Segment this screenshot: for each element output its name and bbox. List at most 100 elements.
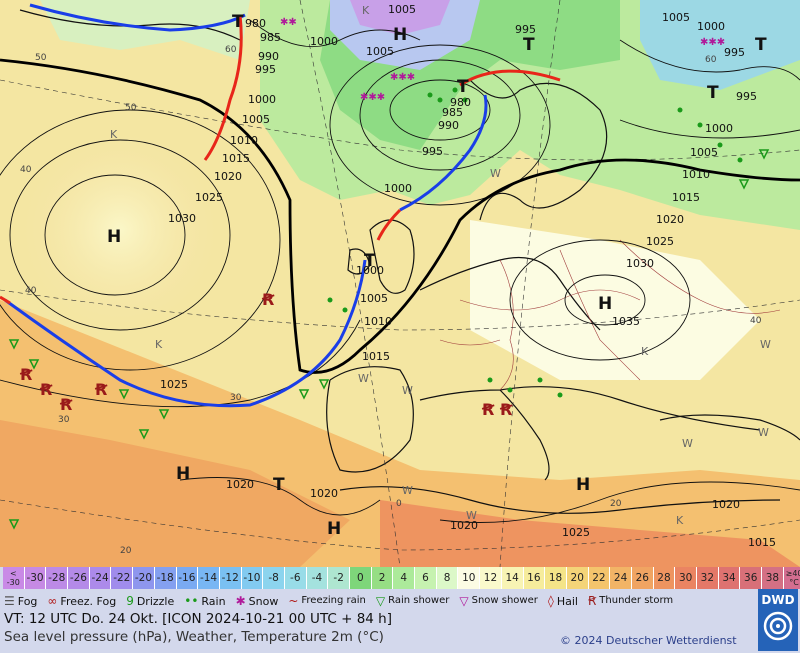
legend-item: ☰ Fog bbox=[4, 594, 37, 608]
scale-cell: 20 bbox=[566, 567, 589, 589]
coast-scandinavia bbox=[469, 79, 608, 221]
legend-label: Rain shower bbox=[388, 595, 450, 606]
isobars-main bbox=[0, 58, 800, 374]
temp-label: 50 bbox=[35, 53, 47, 63]
isobars bbox=[0, 19, 800, 523]
coast-italy bbox=[499, 389, 550, 481]
air-mass-markers: K K K K K W W W W W W W W bbox=[110, 4, 771, 527]
coast-med-north bbox=[419, 386, 761, 431]
scale-cell: -30 bbox=[24, 567, 47, 589]
shower-symbol bbox=[28, 359, 40, 370]
warm-front-norway bbox=[459, 69, 561, 87]
legend-item: 9 Drizzle bbox=[126, 594, 174, 608]
coast-greenland bbox=[19, 9, 241, 41]
cold-front-north bbox=[29, 3, 246, 32]
isobar-high-2 bbox=[9, 139, 231, 331]
temp-label: 60 bbox=[705, 55, 717, 65]
legend-symbol-icon: ∞ bbox=[47, 594, 58, 608]
legend-symbol-icon: ☰ bbox=[4, 594, 15, 608]
legend-symbol-icon: ✱ bbox=[235, 594, 246, 608]
isobar-low-3 bbox=[329, 44, 551, 206]
scale-cell: < -30 bbox=[3, 567, 25, 589]
isobar-north-2 bbox=[619, 39, 800, 81]
temp-field-warm-high bbox=[10, 120, 230, 340]
thunderstorm-symbol: Ꞧ bbox=[94, 380, 108, 399]
rain-dot bbox=[507, 387, 513, 393]
temp-field-violet bbox=[350, 0, 450, 35]
thunder-symbols: Ꞧ Ꞧ Ꞧ Ꞧ Ꞧ Ꞧ Ꞧ bbox=[19, 290, 513, 419]
warm-front-uk bbox=[376, 208, 402, 241]
scale-cell: -18 bbox=[154, 567, 177, 589]
borders bbox=[439, 239, 781, 391]
isobar-label: 995 bbox=[724, 46, 745, 59]
isobar-label: 1010 bbox=[682, 168, 710, 181]
coast-turkey bbox=[659, 414, 800, 441]
synoptic-map: ✱✱ ✱✱✱ ✱✱✱ ✱✱✱ Ꞧ Ꞧ Ꞧ Ꞧ Ꞧ Ꞧ Ꞧ 60 50 40 40… bbox=[0, 0, 800, 567]
temp-field-warm-atlantic bbox=[0, 420, 350, 567]
isobar-label: 1015 bbox=[362, 350, 390, 363]
meridian-1 bbox=[0, 79, 800, 161]
warm-marker: W bbox=[358, 372, 369, 385]
legend-symbol-icon: ◊ bbox=[547, 594, 554, 608]
thunderstorm-symbol: Ꞧ bbox=[59, 395, 73, 414]
coast-europe-west bbox=[419, 256, 601, 331]
isobar-label: 1020 bbox=[450, 519, 478, 532]
scale-cell: 26 bbox=[631, 567, 654, 589]
thunderstorm-symbol: Ꞧ bbox=[19, 365, 33, 384]
isobar-label: 1015 bbox=[222, 152, 250, 165]
scale-cell: 28 bbox=[653, 567, 676, 589]
temp-label: 0 bbox=[396, 499, 402, 509]
cold-front-atlantic bbox=[4, 259, 367, 408]
temp-isoline-labels: 60 50 40 40 30 20 40 50 60 30 20 0 bbox=[20, 45, 762, 556]
scale-cell: -16 bbox=[176, 567, 199, 589]
legend-label: Freezing rain bbox=[301, 595, 366, 606]
rain-symbols bbox=[327, 87, 743, 398]
warm-marker: W bbox=[402, 384, 413, 397]
thunderstorm-symbol: Ꞧ bbox=[499, 400, 513, 419]
cold-marker: K bbox=[362, 4, 370, 17]
isobar-south-3 bbox=[439, 481, 800, 523]
isobar-label: 1020 bbox=[712, 498, 740, 511]
temp-field-greenland bbox=[40, 0, 250, 60]
warm-front-atlantic-west bbox=[0, 295, 11, 305]
cold-fronts bbox=[4, 3, 488, 408]
temp-label: 30 bbox=[230, 393, 242, 403]
shower-symbol bbox=[138, 429, 150, 440]
low-center: T bbox=[707, 83, 719, 103]
warm-front-north bbox=[203, 14, 243, 161]
isobar-label: 1000 bbox=[248, 93, 276, 106]
isobar-label: 985 bbox=[442, 106, 463, 119]
rain-dot bbox=[677, 107, 683, 113]
scale-cell: ≥40 °C bbox=[783, 567, 800, 589]
legend-item: Ꞧ Thunder storm bbox=[588, 594, 673, 608]
rain-dot bbox=[427, 92, 433, 98]
isobar-east-high bbox=[564, 274, 646, 326]
scale-cell: 8 bbox=[436, 567, 459, 589]
rain-dot bbox=[452, 87, 458, 93]
thunderstorm-symbol: Ꞧ bbox=[481, 400, 495, 419]
warm-marker: W bbox=[682, 437, 693, 450]
isobar-label: 1020 bbox=[656, 213, 684, 226]
border-5 bbox=[439, 339, 501, 346]
legend-symbol-icon: Ꞧ bbox=[587, 594, 597, 608]
legend-item: ~ Freezing rain bbox=[288, 594, 366, 608]
warm-fronts bbox=[0, 14, 561, 305]
legend-symbol-icon: 9 bbox=[126, 594, 134, 608]
border-1 bbox=[459, 289, 641, 311]
scale-cell: -4 bbox=[306, 567, 329, 589]
scale-cell: -26 bbox=[68, 567, 90, 589]
temp-field-africa-hot bbox=[380, 500, 800, 567]
temp-label: 60 bbox=[225, 45, 237, 55]
scale-cell: 38 bbox=[762, 567, 784, 589]
temp-label: 20 bbox=[120, 546, 132, 556]
cold-front-scandinavia bbox=[399, 94, 488, 212]
coast-africa-north bbox=[339, 486, 781, 514]
rain-dot bbox=[697, 122, 703, 128]
temp-label: 40 bbox=[20, 165, 32, 175]
scale-cell: 4 bbox=[393, 567, 416, 589]
scale-cell: 32 bbox=[697, 567, 719, 589]
isobar-label: 1005 bbox=[662, 11, 690, 24]
scale-cell: -28 bbox=[46, 567, 69, 589]
isobar-label: 1000 bbox=[697, 20, 725, 33]
